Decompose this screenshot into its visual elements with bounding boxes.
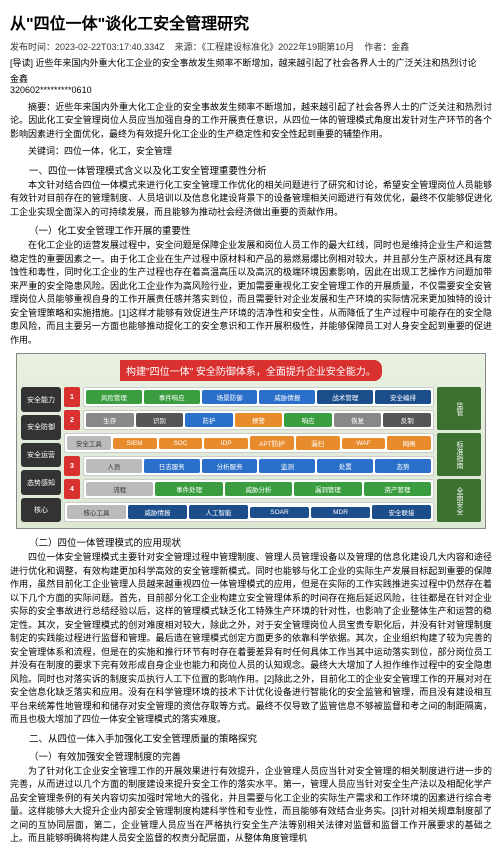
module-label: 安全防御: [21, 415, 61, 440]
source-label: 来源：: [175, 42, 202, 52]
diagram-box: 响应: [284, 413, 332, 427]
diagram-box: 安全联接: [372, 505, 431, 519]
module-col: 安全能力安全防御安全运营态势感知核心: [21, 387, 61, 522]
row-marker: 1: [64, 387, 80, 407]
author-id: 320602*********0610: [10, 85, 492, 97]
diagram-title: 构建"四位一体" 安全防御体系，全面提升企业安全能力。: [21, 360, 481, 381]
right-label: 监管: [437, 387, 481, 430]
diagram-row: 3人员日志服务分析服务监测处置态势: [64, 456, 434, 476]
diagram-box: 恢复: [334, 413, 382, 427]
diagram-box: 安全工具: [67, 436, 111, 450]
diagram-box: 漏洞管理: [294, 482, 361, 496]
diagram-box: APT防护: [250, 436, 294, 450]
diagram-row: 1风险管理事件响应场景防御威胁情报战术管理安全编排: [64, 387, 434, 407]
diagram-box: 漏扫: [296, 436, 340, 450]
diagram-box: 战术管理: [317, 390, 373, 404]
diagram-box: SOAR: [250, 507, 309, 518]
source: 《工程建设标准化》2022年19期第10月: [202, 42, 355, 52]
row-content: 安全工具SIEMSOCIDPAPT防护漏扫WAF网闸: [64, 433, 434, 453]
diagram-banner: 构建"四位一体" 安全防御体系，全面提升企业安全能力。: [120, 360, 382, 381]
author-label: 作者：: [364, 42, 391, 52]
meta-line: 发布时间：2023-02-22T03:17:40.334Z 来源：《工程建设标准…: [10, 40, 492, 53]
diagram-box: 威胁分析: [225, 482, 292, 496]
diagram-row: 核心工具威胁情报人工智能SOARMDR安全联接: [64, 502, 434, 522]
abstract: 摘要：近些年来国内外重大化工企业的安全事故发生频率不断增加，越来越引起了社会各界…: [10, 101, 492, 142]
diagram-box: IDP: [204, 438, 248, 449]
diagram-box: SOC: [159, 438, 203, 449]
section1-p1: 本文针对结合四位一体模式来进行化工安全管理工作优化的相关问题进行了研究和讨论，希…: [10, 179, 492, 220]
module-label: 安全能力: [21, 387, 61, 412]
diagram-row: 4流程事件处理威胁分析漏洞管理资产管理: [64, 479, 434, 499]
section1-sub2-text: 四位一体安全管理模式主要针对安全管理过程中管理制度、管理人员管理设备以及管理的信…: [10, 551, 492, 727]
article-title: 从"四位一体"谈化工安全管理研究: [10, 10, 492, 34]
lead-intro: [导读] 近些年来国内外重大化工企业的安全事故发生频率不断增加，越来越引起了社会…: [10, 57, 492, 70]
diagram-box: MDR: [311, 507, 370, 518]
row-content: 生存识别防护预警响应恢复反制: [83, 410, 434, 430]
diagram-box: 事件响应: [144, 390, 200, 404]
diagram-box: 威胁情报: [128, 505, 187, 519]
section1-sub2-title: （二）四位一体管理模式的应用现状: [10, 535, 492, 549]
row-content: 流程事件处理威胁分析漏洞管理资产管理: [83, 479, 434, 499]
right-label: 标准指南: [437, 433, 481, 476]
diagram-box: 威胁情报: [259, 390, 315, 404]
diagram-box: 网闸: [387, 436, 431, 450]
diagram-box: WAF: [342, 438, 386, 449]
pubtime-label: 发布时间：: [10, 42, 55, 52]
diagram-box: 核心工具: [67, 505, 126, 519]
right-col: 监管标准指南全面安全: [437, 387, 481, 522]
keywords: 关键词：四位一体，化工，安全管理: [10, 145, 492, 159]
diagram-container: 构建"四位一体" 安全防御体系，全面提升企业安全能力。 安全能力安全防御安全运营…: [16, 353, 486, 529]
diagram-box: 日志服务: [144, 459, 200, 473]
diagram-box: 预警: [235, 413, 283, 427]
section1-sub1-title: （一）化工安全管理工作开展的重要性: [10, 223, 492, 237]
diagram-box: 态势: [375, 459, 431, 473]
diagram-box: 防护: [185, 413, 233, 427]
section2-sub1-title: （一）有效加强安全管理制度的完善: [10, 749, 492, 763]
diagram-box: 人工智能: [189, 505, 248, 519]
module-label: 核心: [21, 498, 61, 523]
diagram-box: 处置: [317, 459, 373, 473]
module-label: 安全运营: [21, 443, 61, 468]
diagram-box: 监测: [259, 459, 315, 473]
row-content: 核心工具威胁情报人工智能SOARMDR安全联接: [64, 502, 434, 522]
row-marker: 2: [64, 410, 80, 430]
diagram-box: 安全编排: [375, 390, 431, 404]
pubtime: 2023-02-22T03:17:40.334Z: [55, 42, 165, 52]
diagram-row: 2生存识别防护预警响应恢复反制: [64, 410, 434, 430]
author-info-block: 金鑫 320602*********0610: [10, 74, 492, 97]
diagram-body: 安全能力安全防御安全运营态势感知核心 1风险管理事件响应场景防御威胁情报战术管理…: [21, 387, 481, 522]
diagram-box: 事件处理: [155, 482, 222, 496]
diagram-box: 场景防御: [202, 390, 258, 404]
diagram-box: 流程: [86, 482, 153, 496]
diagram-row: 安全工具SIEMSOCIDPAPT防护漏扫WAF网闸: [64, 433, 434, 453]
author: 金鑫: [391, 42, 409, 52]
diagram-box: SIEM: [113, 438, 157, 449]
diagram-box: 风险管理: [86, 390, 142, 404]
diagram-main: 1风险管理事件响应场景防御威胁情报战术管理安全编排2生存识别防护预警响应恢复反制…: [64, 387, 434, 522]
author-name: 金鑫: [10, 74, 492, 86]
diagram-box: 资产管理: [364, 482, 431, 496]
section2-sub1-text: 为了针对化工企业安全管理工作的开展效果进行有效提升，企业管理人员应当针对安全管理…: [10, 765, 492, 846]
row-marker: 4: [64, 479, 80, 499]
diagram-box: 识别: [136, 413, 184, 427]
module-label: 态势感知: [21, 470, 61, 495]
section1-title: 一、四位一体管理模式含义以及化工安全管理重要性分析: [10, 163, 492, 177]
row-marker: 3: [64, 456, 80, 476]
section2-title: 二、从四位一体入手加强化工安全管理质量的策略探究: [10, 731, 492, 745]
diagram-box: 人员: [86, 459, 142, 473]
diagram-box: 生存: [86, 413, 134, 427]
row-content: 人员日志服务分析服务监测处置态势: [83, 456, 434, 476]
diagram-box: 反制: [383, 413, 431, 427]
right-label: 全面安全: [437, 479, 481, 522]
row-content: 风险管理事件响应场景防御威胁情报战术管理安全编排: [83, 387, 434, 407]
diagram-box: 分析服务: [202, 459, 258, 473]
section1-sub1-text: 在化工企业的运营发展过程中，安全问题是保障企业发展和岗位人员工作的最大红线，同时…: [10, 239, 492, 347]
